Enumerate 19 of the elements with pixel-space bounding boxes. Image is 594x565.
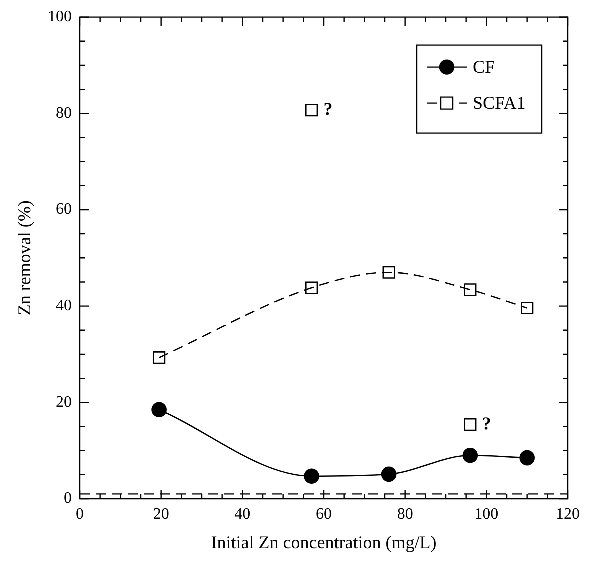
y-tick-label: 20 bbox=[56, 394, 72, 411]
x-tick-label: 120 bbox=[556, 506, 580, 524]
y-tick-label: 60 bbox=[56, 201, 72, 218]
y-axis-title: Zn removal (%) bbox=[14, 200, 35, 316]
y-tick-label: 80 bbox=[56, 104, 72, 122]
x-tick-label: 0 bbox=[76, 506, 84, 524]
y-tick-label: 40 bbox=[56, 298, 72, 315]
legend-label: SCFA1 bbox=[473, 93, 526, 114]
annotation: ? bbox=[482, 413, 492, 434]
y-tick-label: 0 bbox=[64, 490, 72, 508]
x-tick-label: 40 bbox=[234, 506, 251, 524]
x-axis-title: Initial Zn concentration (mg/L) bbox=[211, 532, 437, 553]
y-tick-label: 100 bbox=[48, 8, 72, 26]
x-tick-label: 20 bbox=[153, 506, 170, 524]
x-tick-label: 80 bbox=[397, 506, 414, 524]
x-tick-label: 60 bbox=[316, 506, 332, 524]
legend-label: CF bbox=[473, 57, 496, 78]
annotation: ? bbox=[324, 98, 333, 119]
x-tick-label: 100 bbox=[474, 506, 499, 524]
